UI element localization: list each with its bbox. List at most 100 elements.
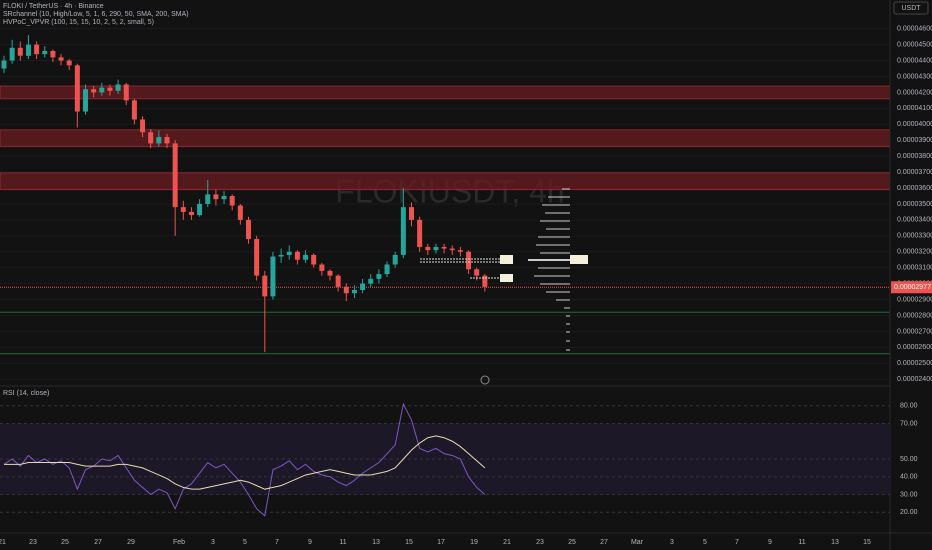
candle-body — [343, 286, 349, 294]
candle-body — [66, 60, 72, 66]
y-tick-label: 0.00003800 — [897, 153, 932, 160]
x-tick-label: 21 — [0, 539, 6, 546]
x-tick-label: 23 — [29, 539, 37, 546]
x-tick-label: 7 — [735, 539, 739, 546]
y-tick-label: 0.00004300 — [897, 73, 932, 80]
candle-body — [392, 254, 398, 265]
candle-body — [1, 60, 7, 69]
x-tick-label: 9 — [768, 539, 772, 546]
candle-body — [213, 194, 219, 200]
indicator-title: SRchannel (10, High/Low, 5, 1, 6, 290, 5… — [3, 11, 189, 18]
x-tick-label: 13 — [831, 539, 839, 546]
candle-body — [205, 194, 211, 204]
x-tick-label: 5 — [243, 539, 247, 546]
candle-body — [351, 289, 357, 294]
candle-body — [457, 250, 463, 252]
y-tick-label: 0.00004500 — [897, 41, 932, 48]
candle-body — [50, 50, 56, 58]
candle-body — [188, 211, 194, 216]
y-tick-label: 0.00002400 — [897, 376, 932, 383]
candle-body — [107, 87, 113, 91]
y-tick-label: 70.00 — [900, 420, 918, 427]
candle-body — [140, 119, 146, 133]
candle-body — [262, 275, 268, 297]
candle-body — [327, 270, 333, 276]
currency-button[interactable] — [893, 1, 929, 15]
x-tick-label: 27 — [94, 539, 102, 546]
y-tick-label: 0.00003500 — [897, 201, 932, 208]
resistance-zone — [0, 85, 891, 100]
candle-body — [466, 251, 472, 270]
x-tick-label: 23 — [536, 539, 544, 546]
x-tick-label: 5 — [703, 539, 707, 546]
candle-body — [58, 57, 64, 61]
candle-body — [303, 254, 309, 260]
y-tick-label: 0.00003100 — [897, 265, 932, 272]
x-tick-label: 29 — [127, 539, 135, 546]
y-tick-label: 0.00003200 — [897, 249, 932, 256]
x-tick-label: Mar — [631, 539, 644, 546]
rsi-line — [3, 402, 486, 517]
y-tick-label: 0.00002500 — [897, 360, 932, 367]
candle-body — [221, 195, 227, 200]
candle-body — [425, 246, 431, 251]
candle-body — [360, 283, 366, 290]
poc-lines — [420, 255, 588, 282]
candle-body — [99, 87, 105, 93]
x-tick-label: 25 — [568, 539, 576, 546]
resistance-zone — [0, 129, 891, 148]
y-tick-label: 0.00002700 — [897, 328, 932, 335]
candle-body — [449, 248, 455, 251]
x-tick-label: 27 — [600, 539, 608, 546]
y-tick-label: 30.00 — [900, 491, 918, 498]
y-tick-label: 20.00 — [900, 509, 918, 516]
x-tick-label: 3 — [211, 539, 215, 546]
candle-body — [9, 47, 15, 61]
candle-body — [156, 137, 162, 144]
candle-body — [376, 274, 382, 279]
candle-body — [148, 132, 154, 144]
indicator-title: HVPoC_VPVR (100, 15, 15, 10, 2, 5, 2, sm… — [3, 19, 154, 26]
candle-body — [433, 246, 439, 251]
y-tick-label: 0.00003300 — [897, 233, 932, 240]
x-tick-label: 11 — [339, 539, 346, 546]
x-tick-label: 19 — [470, 539, 478, 546]
last-price-box — [891, 281, 932, 294]
y-tick-label: 0.00003400 — [897, 217, 932, 224]
candle-body — [474, 269, 480, 276]
x-tick-label: 3 — [670, 539, 674, 546]
rsi-title: RSI (14, close) — [3, 390, 49, 397]
candle-body — [384, 264, 390, 275]
candle-body — [237, 205, 243, 220]
candle-body — [74, 65, 80, 112]
x-tick-label: 9 — [308, 539, 312, 546]
volume-profile — [528, 188, 570, 351]
price-pane — [0, 28, 891, 380]
y-tick-label: 80.00 — [900, 403, 918, 410]
rsi-line — [4, 435, 486, 490]
x-tick-label: 17 — [437, 539, 445, 546]
y-tick-label: 40.00 — [900, 474, 918, 481]
lightning-icon[interactable] — [480, 375, 490, 385]
candle-body — [91, 89, 97, 93]
candle-body — [441, 246, 447, 249]
candle-body — [278, 254, 284, 257]
candle-body — [417, 219, 423, 247]
candle-body — [180, 207, 186, 212]
currency-label: USDT — [901, 5, 921, 12]
candle-body — [294, 251, 300, 260]
resistance-zone — [0, 172, 891, 191]
y-tick-label: 0.00003900 — [897, 137, 932, 144]
y-tick-label: 0.00004600 — [897, 26, 932, 33]
candle-body — [164, 137, 170, 144]
candle-body — [229, 195, 235, 206]
x-tick-label: 21 — [503, 539, 511, 546]
candle-body — [42, 50, 48, 55]
candle-body — [131, 100, 137, 120]
candle-body — [123, 84, 129, 101]
x-tick-label: 11 — [798, 539, 805, 546]
y-tick-label: 0.00002600 — [897, 344, 932, 351]
candle-body — [319, 264, 325, 271]
candle-body — [246, 219, 251, 240]
y-tick-label: 0.00004100 — [897, 105, 932, 112]
